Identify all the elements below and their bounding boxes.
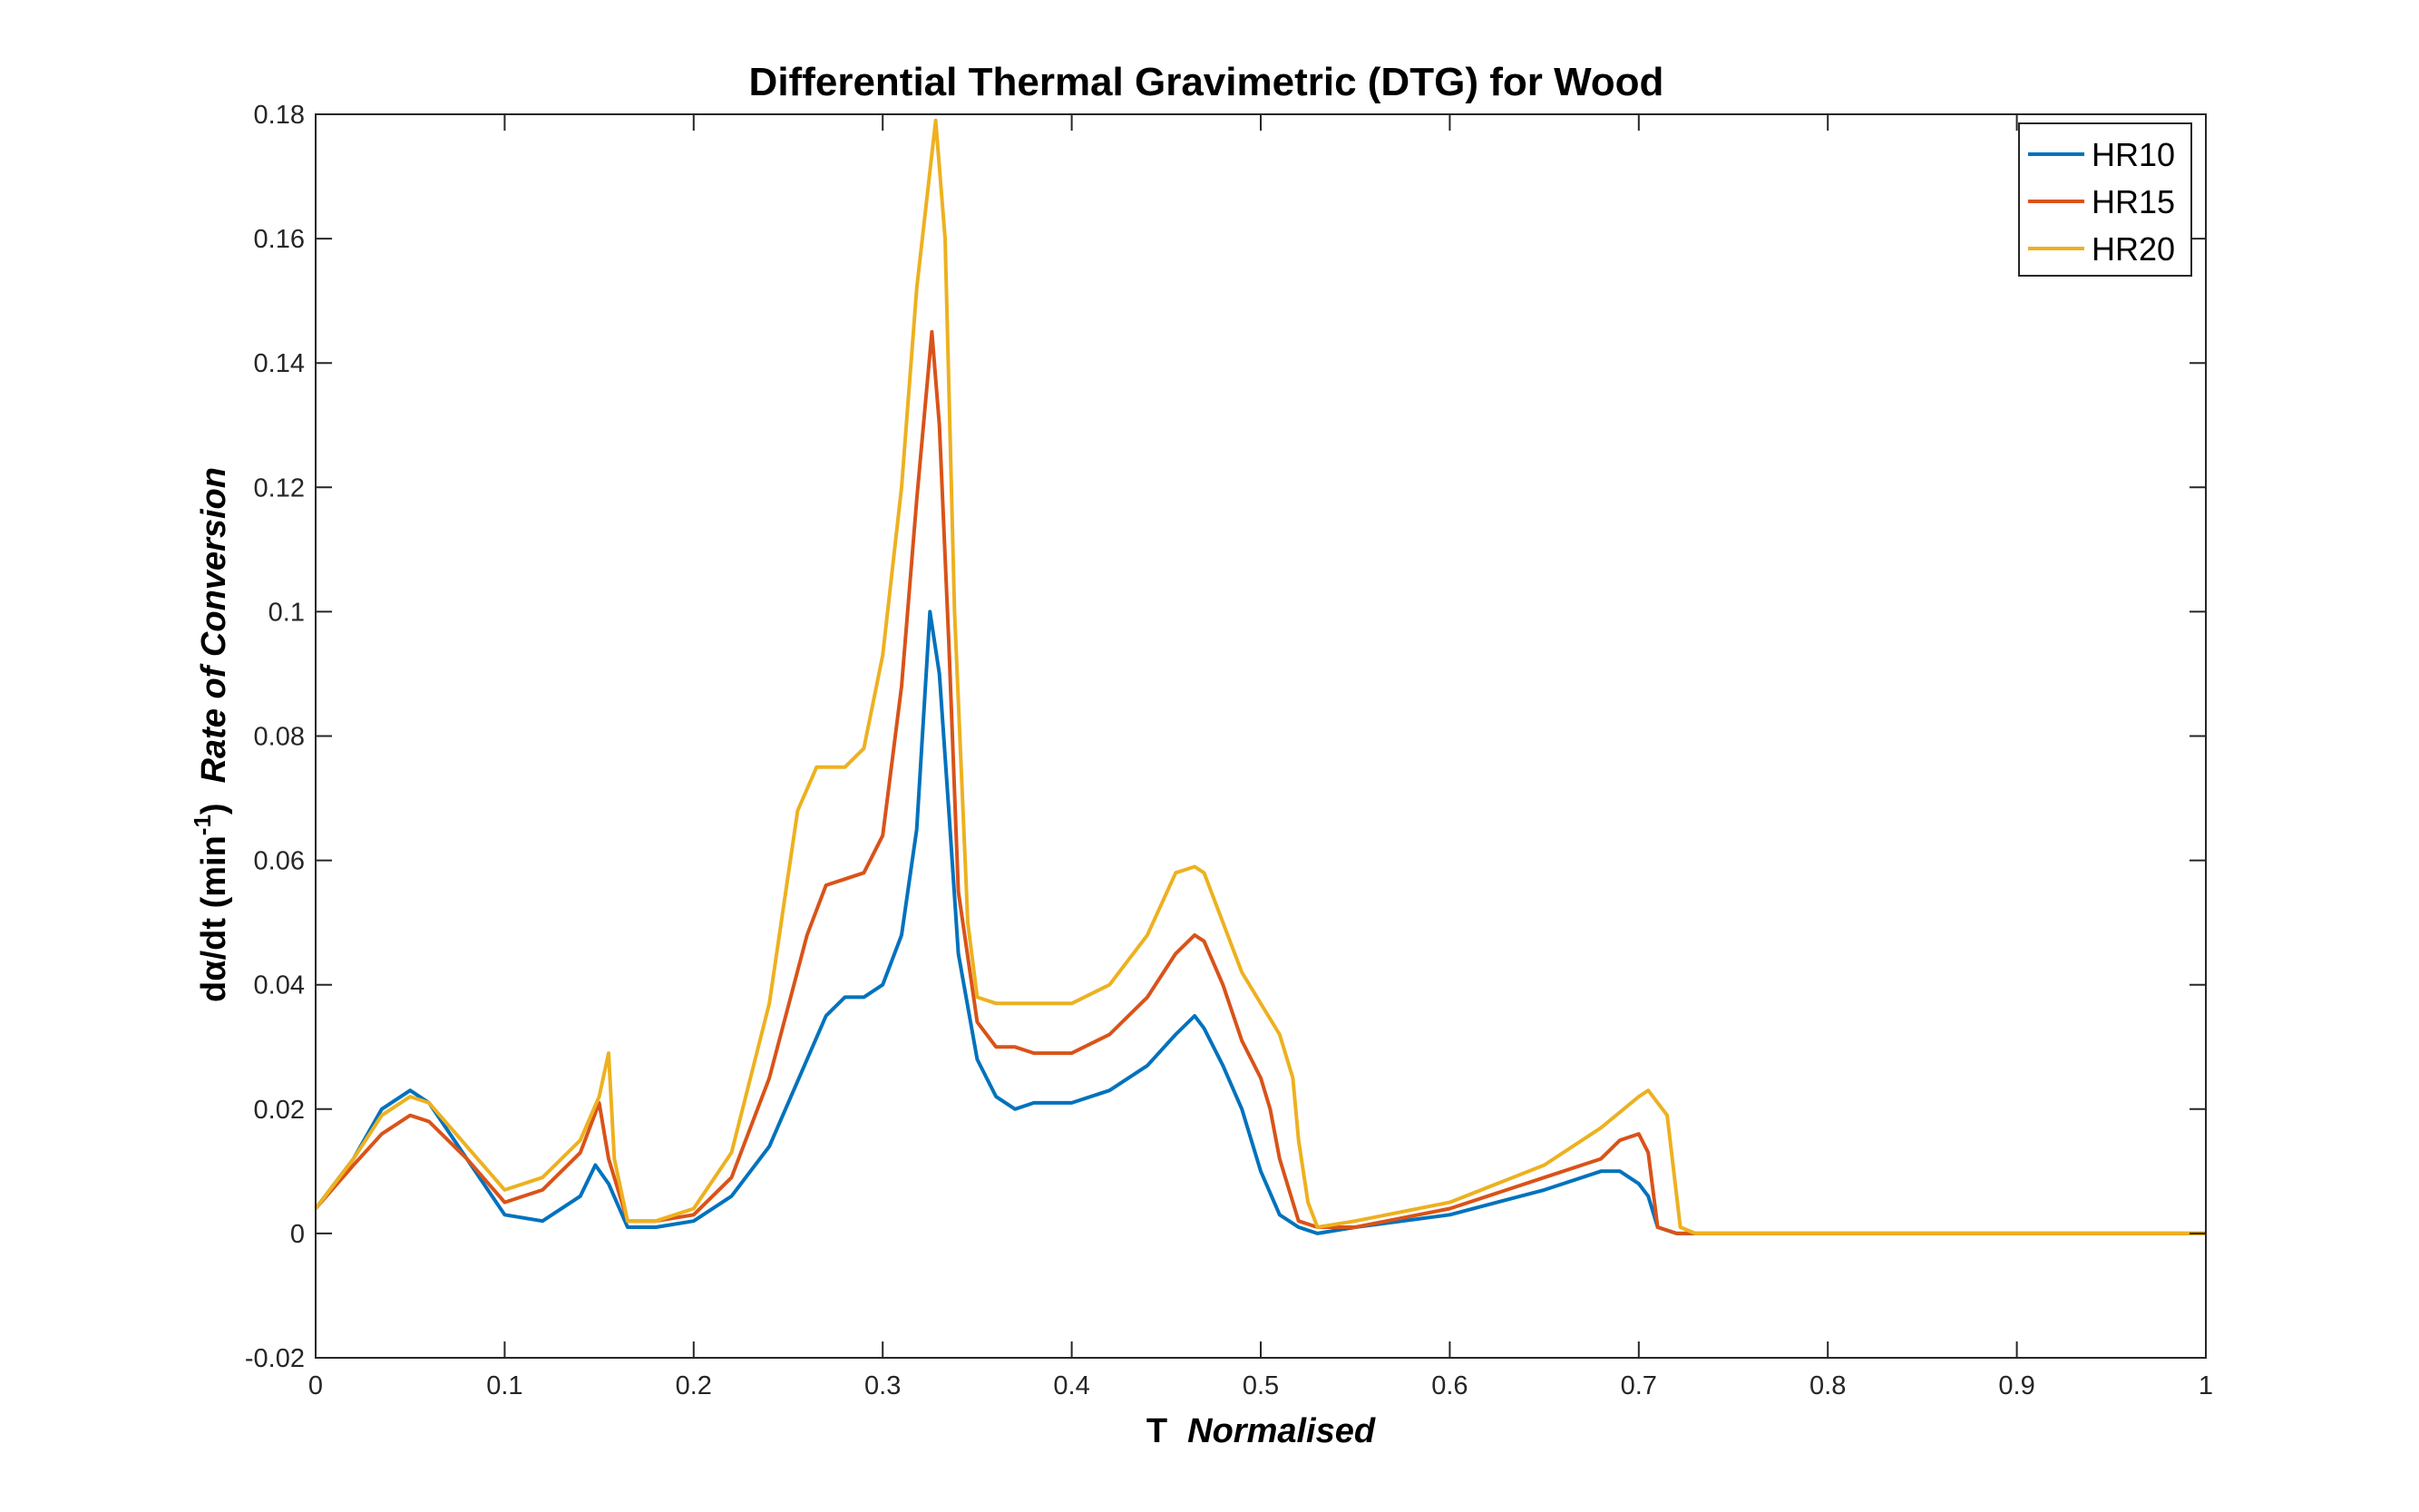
y-axis-label-close: ) <box>195 803 233 815</box>
y-tick-label: 0.14 <box>254 349 305 378</box>
y-tick-label: 0.04 <box>254 971 305 1000</box>
chart-title: Differential Thermal Gravimetric (DTG) f… <box>749 60 1664 104</box>
x-tick-label: 0.7 <box>1621 1371 1657 1400</box>
x-tick-label: 0.4 <box>1053 1371 1089 1400</box>
y-tick-label: 0.12 <box>254 473 305 502</box>
plot-area <box>316 114 2206 1358</box>
x-tick-label: 0.8 <box>1809 1371 1846 1400</box>
y-axis-label: dα/dt (min-1) Rate of Conversion <box>189 467 233 1002</box>
y-tick-label: 0.16 <box>254 225 305 254</box>
series-line-hr10 <box>314 610 2206 1235</box>
y-tick-label: 0 <box>290 1220 305 1249</box>
x-tick-label: 0.6 <box>1431 1371 1468 1400</box>
series-line-hr15 <box>314 329 2206 1235</box>
x-tick-label: 1 <box>2199 1371 2213 1400</box>
x-axis-ticks: 0 0.1 0.2 0.3 0.4 0.5 0.6 0.7 0.8 0.9 1 <box>308 114 2213 1400</box>
legend: HR10 HR15 HR20 <box>2018 122 2192 277</box>
y-tick-label: 0.18 <box>254 101 305 130</box>
y-tick-label: 0.02 <box>254 1096 305 1125</box>
y-axis-label-main: dα/dt (min <box>195 835 233 1002</box>
x-tick-label: 0 <box>308 1371 323 1400</box>
x-axis-label: T Normalised <box>1146 1412 1376 1450</box>
x-tick-label: 0.2 <box>676 1371 712 1400</box>
legend-label-hr10: HR10 <box>2092 136 2175 173</box>
y-tick-label: 0.08 <box>254 723 305 752</box>
series-line-hr20 <box>314 118 2206 1235</box>
y-axis-label-superscript: -1 <box>189 815 216 835</box>
legend-label-hr20: HR20 <box>2092 230 2175 268</box>
x-tick-label: 0.3 <box>864 1371 901 1400</box>
x-tick-label: 0.1 <box>486 1371 522 1400</box>
x-axis-label-italic: Normalised <box>1187 1412 1376 1450</box>
x-tick-label: 0.9 <box>1998 1371 2034 1400</box>
y-axis-ticks: -0.02 0 0.02 0.04 0.06 0.08 0.1 0.12 0.14 0.16 0.1… <box>245 101 2206 1373</box>
y-tick-label: 0.06 <box>254 847 305 876</box>
legend-label-hr15: HR15 <box>2092 183 2175 220</box>
x-axis-label-main: T <box>1146 1412 1167 1450</box>
series-layer <box>314 118 2206 1235</box>
x-tick-label: 0.5 <box>1243 1371 1279 1400</box>
y-tick-label: 0.1 <box>268 598 305 627</box>
y-axis-label-italic: Rate of Conversion <box>195 467 233 783</box>
y-tick-label: -0.02 <box>245 1344 305 1373</box>
